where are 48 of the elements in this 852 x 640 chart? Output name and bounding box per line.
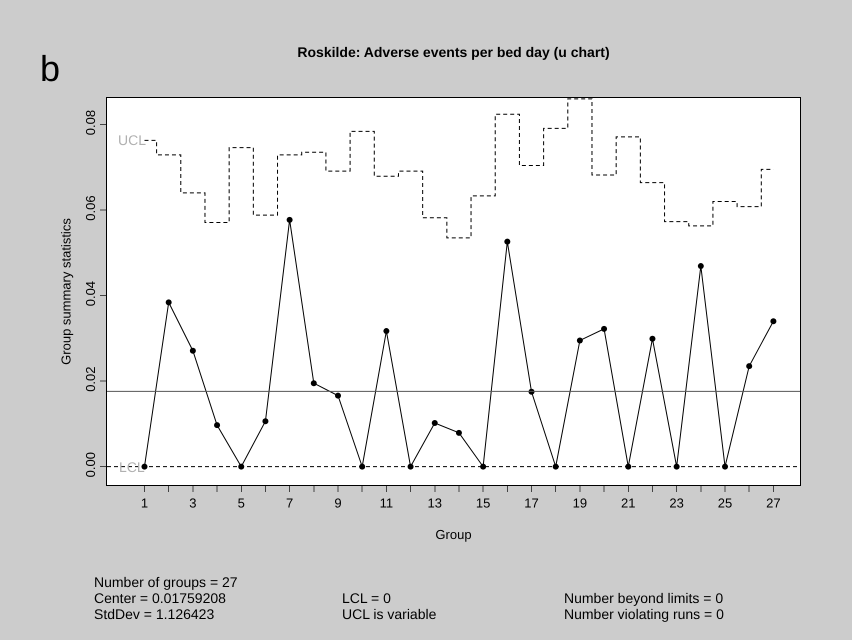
point [456,430,462,436]
point [166,299,172,306]
point [601,326,608,332]
x-tick-label: 9 [334,496,342,511]
chart-title: Roskilde: Adverse events per bed day (u chart) [297,44,610,60]
x-tick-label: 11 [380,496,394,511]
point [383,328,390,334]
y-tick-label: 0.00 [82,452,98,478]
y-tick-label: 0.08 [82,110,98,136]
point [286,216,293,223]
x-tick-label: 27 [766,496,781,511]
x-tick-label: 25 [718,496,732,511]
x-tick-label: 1 [140,496,148,511]
x-tick-label: 15 [476,496,490,511]
point [214,422,220,428]
point [698,263,704,270]
text: Number of groups = 27 [94,574,238,590]
point [335,392,341,399]
x-axis-title: Group [435,527,472,542]
y-axis-title: Group summary statistics [58,218,74,365]
x-tick-label: 5 [238,496,245,511]
point [746,363,752,370]
text: Number violating runs = 0 [564,606,724,622]
x-tick-label: 17 [524,496,539,511]
x-tick-label: 21 [621,496,636,511]
x-tick-label: 3 [189,496,196,511]
x-tick-label: 19 [572,496,588,511]
text: b [40,48,60,89]
y-tick-label: 0.02 [82,366,98,392]
point [190,348,196,354]
text: StdDev = 1.126423 [94,606,214,622]
point [504,238,510,245]
y-tick-label: 0.06 [82,195,98,221]
x-tick-label: 23 [669,496,684,511]
point [432,420,438,426]
point [649,336,656,342]
text: LCL = 0 [342,590,392,606]
series-label: UCL [118,132,146,148]
x-tick-label: 7 [286,496,294,511]
y-tick-label: 0.04 [82,280,98,306]
point [576,337,583,344]
x-tick-label: 13 [428,496,442,511]
text: Center = 0.01759208 [94,590,226,606]
text: UCL is variable [342,606,437,622]
text: Number beyond limits = 0 [564,590,724,606]
point [262,418,268,424]
point [770,318,776,324]
point [310,380,317,386]
